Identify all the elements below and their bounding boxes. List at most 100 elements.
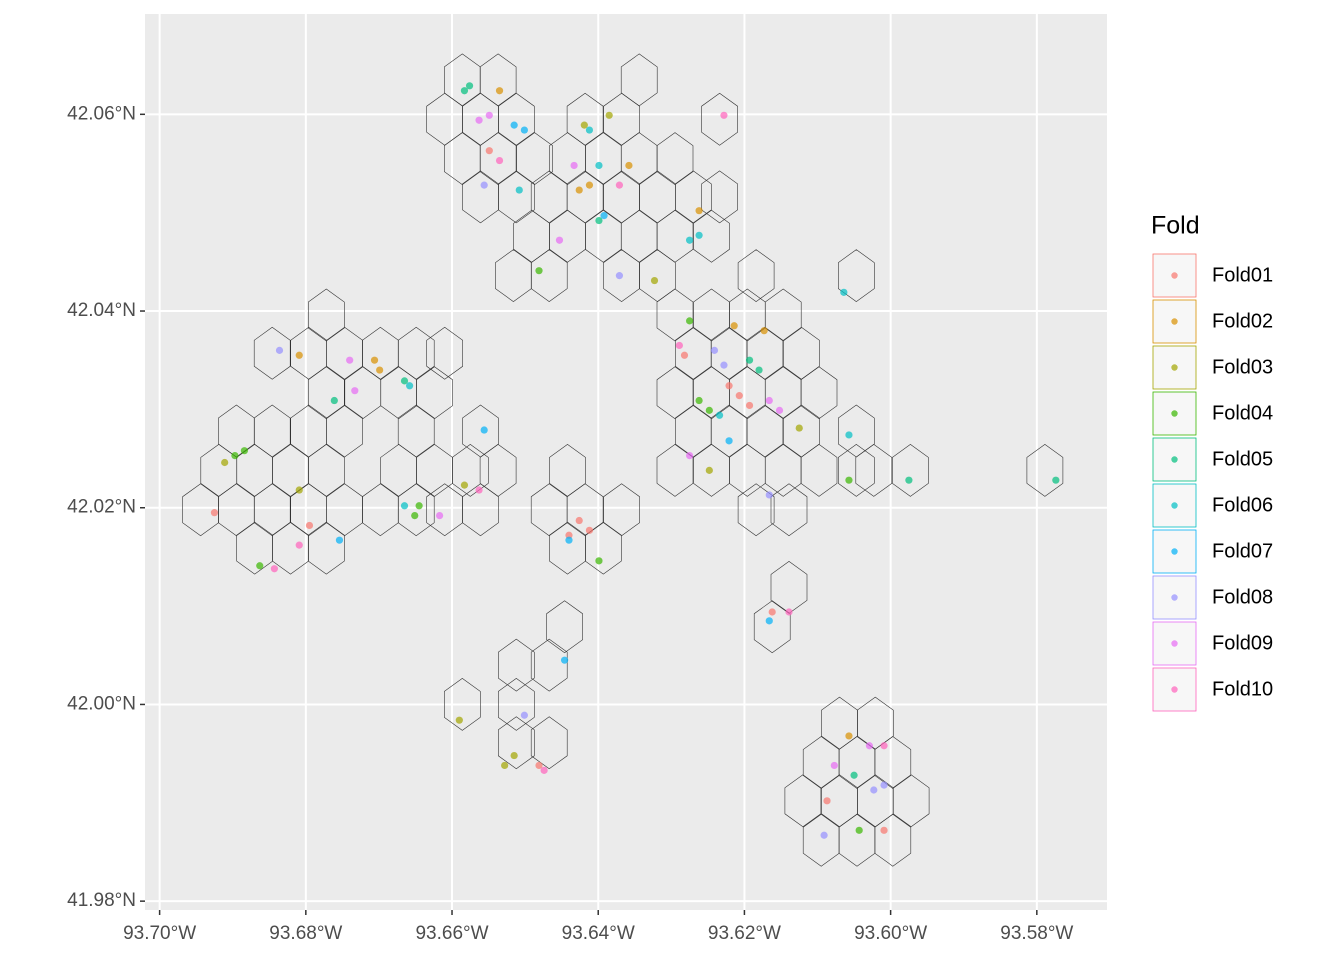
point [210, 509, 219, 517]
point [650, 276, 659, 285]
point [600, 212, 608, 220]
point [376, 366, 384, 374]
x-tick-label: 93.66°W [415, 923, 488, 944]
point [231, 452, 239, 460]
y-tick-label: 42.04°N [67, 300, 136, 321]
legend-swatch [1171, 502, 1178, 509]
point [830, 761, 838, 770]
point [880, 826, 888, 834]
point [615, 181, 624, 189]
x-tick-label: 93.60°W [854, 923, 927, 944]
hexagon-cell [693, 209, 730, 263]
point [765, 617, 773, 625]
point [845, 732, 853, 740]
x-tick-label: 93.68°W [269, 923, 342, 944]
point [585, 126, 594, 134]
plot-panel [145, 14, 1107, 910]
hexagon-cell [443, 678, 481, 731]
hexagon-cell [800, 366, 838, 420]
point [865, 742, 874, 750]
y-tick-label: 42.02°N [67, 497, 136, 518]
hexagon-cell [737, 249, 775, 302]
point [585, 181, 594, 189]
hexagon-cell [462, 483, 499, 537]
point [400, 377, 409, 385]
hexagon-cell [426, 326, 464, 380]
legend-label: Fold03 [1212, 356, 1273, 378]
hexagon-cell [253, 326, 291, 380]
point [400, 502, 409, 510]
hexagon-cell [497, 716, 535, 770]
point [695, 207, 703, 215]
point [880, 742, 888, 750]
point [710, 346, 719, 354]
x-tick-label: 93.62°W [708, 923, 781, 944]
point [435, 512, 444, 520]
point [695, 231, 703, 239]
hexagon-cell [497, 638, 535, 692]
point [411, 512, 419, 520]
hexagon-cell [701, 92, 738, 146]
point [685, 452, 694, 460]
point [820, 831, 828, 839]
x-tick-label: 93.58°W [1000, 923, 1073, 944]
point [351, 387, 359, 395]
point [240, 447, 249, 455]
legend-label: Fold01 [1212, 264, 1273, 286]
point [485, 147, 493, 155]
y-tick-label: 42.00°N [67, 693, 136, 714]
point [346, 356, 354, 364]
hexagon-cell [874, 813, 912, 867]
point [595, 161, 603, 170]
legend-swatch [1171, 410, 1178, 417]
point [720, 361, 728, 369]
point [1052, 476, 1060, 484]
hexagon-cell [530, 638, 568, 692]
point [705, 466, 713, 474]
point [495, 87, 504, 95]
point [575, 516, 583, 525]
point [535, 267, 543, 275]
hexagon-cell [497, 92, 535, 146]
point [330, 396, 338, 405]
point [768, 608, 776, 616]
legend-title: Fold [1151, 212, 1200, 240]
point-layer [210, 82, 1060, 839]
point [595, 557, 603, 565]
hexagon-cell [784, 774, 822, 828]
legend-swatch [1171, 456, 1178, 463]
legend-swatch [1171, 548, 1178, 555]
point [560, 656, 569, 664]
point [720, 111, 728, 119]
point [275, 346, 284, 354]
point [765, 491, 773, 499]
legend-swatch [1171, 640, 1178, 647]
point [625, 161, 633, 170]
point [575, 186, 583, 194]
point [870, 786, 878, 794]
point [580, 121, 588, 129]
hexagon-cell [584, 521, 622, 575]
point [515, 186, 523, 194]
hexagon-cell [307, 288, 345, 342]
point [845, 431, 853, 439]
point [615, 272, 624, 280]
point [256, 562, 264, 570]
point [595, 216, 603, 225]
legend-swatch [1171, 364, 1178, 371]
legend-label: Fold07 [1212, 540, 1273, 562]
hexagon-cell [837, 249, 875, 302]
point [295, 486, 303, 494]
point [520, 711, 528, 719]
hexagon-cell [892, 444, 929, 497]
hexagon-cell [326, 404, 363, 458]
hexagon-cell [892, 774, 930, 828]
legend: Fold Fold01 Fold02 Fold03 Fold04 Fold05 Fold0… [1151, 212, 1273, 712]
hexagon-cell [451, 444, 489, 497]
point [415, 502, 423, 510]
point [555, 236, 564, 244]
point [680, 351, 689, 359]
point [510, 121, 518, 129]
point [535, 761, 543, 770]
